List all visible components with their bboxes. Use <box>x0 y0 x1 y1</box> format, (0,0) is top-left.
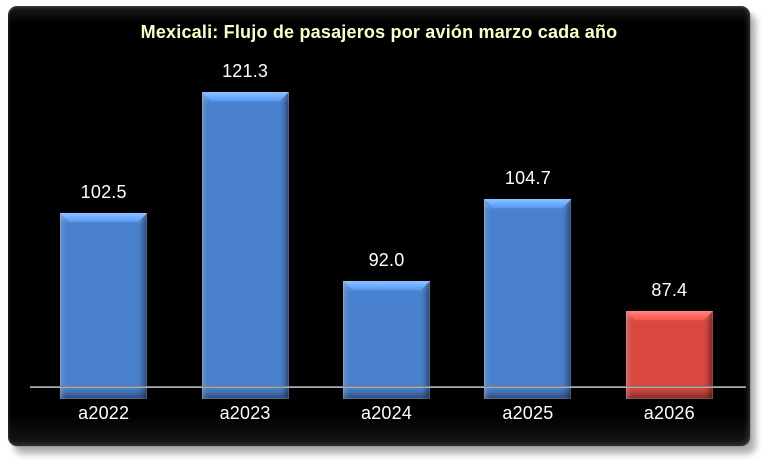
x-axis-label-a2026: a2026 <box>643 403 695 423</box>
bar-group-a2023: 121.3 <box>174 30 315 399</box>
plot-area: 102.5 121.3 92.0 104.7 87.4 <box>33 30 740 399</box>
bar-group-a2025: 104.7 <box>457 30 598 399</box>
bar-group-a2022: 102.5 <box>33 30 174 399</box>
bar-value-label: 102.5 <box>80 182 127 202</box>
x-axis-label-a2025: a2025 <box>502 403 554 423</box>
bar-value-label: 87.4 <box>651 280 688 300</box>
bar-group-a2026: 87.4 <box>599 30 740 399</box>
x-axis-label-a2023: a2023 <box>219 403 271 423</box>
bar-a2025 <box>484 199 572 399</box>
bar-a2026 <box>625 311 713 399</box>
chart-panel: Mexicali: Flujo de pasajeros por avión m… <box>8 6 750 446</box>
bar-a2023 <box>201 92 289 399</box>
bar-a2024 <box>343 281 431 399</box>
x-axis-labels: a2022 a2023 a2024 a2025 a2026 <box>33 403 740 424</box>
x-axis-label-a2024: a2024 <box>360 403 413 423</box>
bar-group-a2024: 92.0 <box>316 30 457 399</box>
bar-value-label: 104.7 <box>504 168 551 188</box>
bar-value-label: 121.3 <box>222 61 269 81</box>
chart-title: Mexicali: Flujo de pasajeros por avión m… <box>140 22 618 42</box>
x-axis-line <box>30 386 746 388</box>
bar-a2022 <box>60 213 148 399</box>
bar-value-label: 92.0 <box>368 250 405 270</box>
x-axis-label-a2022: a2022 <box>78 403 130 423</box>
